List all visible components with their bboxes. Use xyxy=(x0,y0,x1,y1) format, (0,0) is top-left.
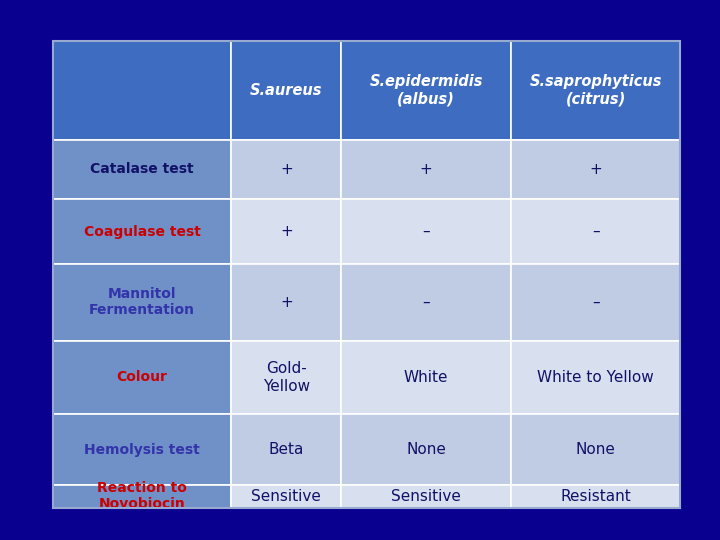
FancyBboxPatch shape xyxy=(341,139,511,199)
Text: Sensitive: Sensitive xyxy=(251,489,321,504)
FancyBboxPatch shape xyxy=(53,485,232,508)
FancyBboxPatch shape xyxy=(341,199,511,264)
FancyBboxPatch shape xyxy=(511,139,680,199)
FancyBboxPatch shape xyxy=(511,485,680,508)
FancyBboxPatch shape xyxy=(232,199,341,264)
Text: –: – xyxy=(592,295,600,310)
Text: Catalase test: Catalase test xyxy=(90,163,194,176)
FancyBboxPatch shape xyxy=(341,341,511,414)
Text: S.epidermidis
(albus): S.epidermidis (albus) xyxy=(369,74,483,106)
FancyBboxPatch shape xyxy=(53,341,232,414)
FancyBboxPatch shape xyxy=(341,264,511,341)
Text: Reaction to
Novobiocin: Reaction to Novobiocin xyxy=(97,481,187,511)
Text: +: + xyxy=(280,224,293,239)
FancyBboxPatch shape xyxy=(232,485,341,508)
Text: Hemolysis test: Hemolysis test xyxy=(84,443,200,456)
Text: –: – xyxy=(423,295,430,310)
FancyBboxPatch shape xyxy=(53,199,232,264)
FancyBboxPatch shape xyxy=(511,40,680,139)
FancyBboxPatch shape xyxy=(232,414,341,485)
FancyBboxPatch shape xyxy=(53,40,232,139)
FancyBboxPatch shape xyxy=(511,341,680,414)
Text: –: – xyxy=(423,224,430,239)
Text: White: White xyxy=(404,370,449,385)
Text: Sensitive: Sensitive xyxy=(391,489,461,504)
Text: Beta: Beta xyxy=(269,442,304,457)
Text: Gold-
Yellow: Gold- Yellow xyxy=(263,361,310,394)
Text: Coagulase test: Coagulase test xyxy=(84,225,200,239)
FancyBboxPatch shape xyxy=(511,199,680,264)
FancyBboxPatch shape xyxy=(341,40,511,139)
FancyBboxPatch shape xyxy=(53,414,232,485)
FancyBboxPatch shape xyxy=(341,414,511,485)
Text: S.saprophyticus
(citrus): S.saprophyticus (citrus) xyxy=(529,74,662,106)
FancyBboxPatch shape xyxy=(232,264,341,341)
FancyBboxPatch shape xyxy=(53,264,232,341)
Text: +: + xyxy=(280,295,293,310)
FancyBboxPatch shape xyxy=(232,40,341,139)
Text: None: None xyxy=(406,442,446,457)
Text: +: + xyxy=(280,162,293,177)
Text: –: – xyxy=(592,224,600,239)
FancyBboxPatch shape xyxy=(232,139,341,199)
Text: Mannitol
Fermentation: Mannitol Fermentation xyxy=(89,287,195,318)
Text: Colour: Colour xyxy=(117,370,168,384)
Text: +: + xyxy=(589,162,602,177)
FancyBboxPatch shape xyxy=(53,139,232,199)
FancyBboxPatch shape xyxy=(341,485,511,508)
Text: None: None xyxy=(576,442,616,457)
Text: White to Yellow: White to Yellow xyxy=(537,370,654,385)
Text: S.aureus: S.aureus xyxy=(250,83,323,98)
Text: Resistant: Resistant xyxy=(560,489,631,504)
FancyBboxPatch shape xyxy=(511,264,680,341)
Text: +: + xyxy=(420,162,433,177)
FancyBboxPatch shape xyxy=(232,341,341,414)
FancyBboxPatch shape xyxy=(511,414,680,485)
